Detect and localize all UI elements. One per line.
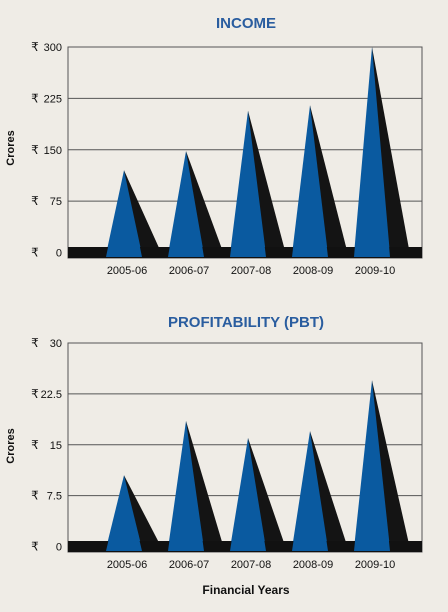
bar-base <box>292 247 328 257</box>
bar <box>106 475 142 549</box>
bar-base <box>168 247 204 257</box>
profitability-chart: PROFITABILITY (PBT) Crores ₹0 ₹ 7.5 ₹ 15 ₹ 22.… <box>5 314 423 571</box>
bar-base <box>230 247 266 257</box>
y-tick-label: 225 <box>44 93 62 105</box>
income-chart-title: INCOME <box>216 15 276 32</box>
bar-base <box>292 541 328 551</box>
profitability-chart-title: PROFITABILITY (PBT) <box>168 314 324 331</box>
y-tick-label: 75 <box>50 196 62 208</box>
y-tick-currency: ₹ <box>31 438 39 452</box>
bar <box>168 421 204 549</box>
x-tick-label: 2005-06 <box>107 265 147 277</box>
x-tick-label: 2006-07 <box>169 559 209 571</box>
x-tick-label: 2008-09 <box>293 265 333 277</box>
y-tick-label: 7.5 <box>47 491 62 503</box>
y-tick-label: 300 <box>44 42 62 54</box>
bar <box>230 437 266 549</box>
x-tick-label: 2009-10 <box>355 559 395 571</box>
y-tick-currency: ₹ <box>31 336 39 350</box>
bar <box>168 151 204 255</box>
bar-base <box>106 247 142 257</box>
y-tick-currency: ₹ <box>31 194 39 208</box>
x-axis-label: Financial Years <box>202 583 289 597</box>
y-tick-currency: ₹ <box>31 540 39 554</box>
bar-base <box>230 541 266 551</box>
bar-base <box>168 541 204 551</box>
bar <box>230 110 266 255</box>
y-tick-label: 0 <box>56 248 62 260</box>
y-tick-label: 15 <box>50 440 62 452</box>
y-tick-label: 30 <box>50 338 62 350</box>
bar-base <box>106 541 142 551</box>
bar <box>354 47 390 255</box>
x-tick-label: 2009-10 <box>355 265 395 277</box>
income-chart: INCOME Crores ₹0 ₹ 75 ₹ 150 ₹ 225 ₹ 300 2005-06 2… <box>5 15 423 277</box>
profitability-y-axis-label: Crores <box>5 428 17 463</box>
y-tick-currency: ₹ <box>31 246 39 260</box>
y-tick-label: 150 <box>44 145 62 157</box>
x-tick-label: 2007-08 <box>231 265 271 277</box>
y-tick-label: 22.5 <box>41 389 62 401</box>
bar-base <box>354 247 390 257</box>
y-tick-label: 0 <box>56 542 62 554</box>
x-tick-label: 2007-08 <box>231 559 271 571</box>
bar <box>354 380 390 549</box>
bar <box>292 105 328 255</box>
bar <box>106 170 142 255</box>
income-y-axis-label: Crores <box>5 130 17 165</box>
y-tick-currency: ₹ <box>31 91 39 105</box>
y-tick-currency: ₹ <box>31 387 39 401</box>
y-tick-currency: ₹ <box>31 489 39 503</box>
x-tick-label: 2005-06 <box>107 559 147 571</box>
x-tick-label: 2008-09 <box>293 559 333 571</box>
x-tick-label: 2006-07 <box>169 265 209 277</box>
bar-base <box>354 541 390 551</box>
y-tick-currency: ₹ <box>31 40 39 54</box>
y-tick-currency: ₹ <box>31 143 39 157</box>
bar <box>292 431 328 549</box>
